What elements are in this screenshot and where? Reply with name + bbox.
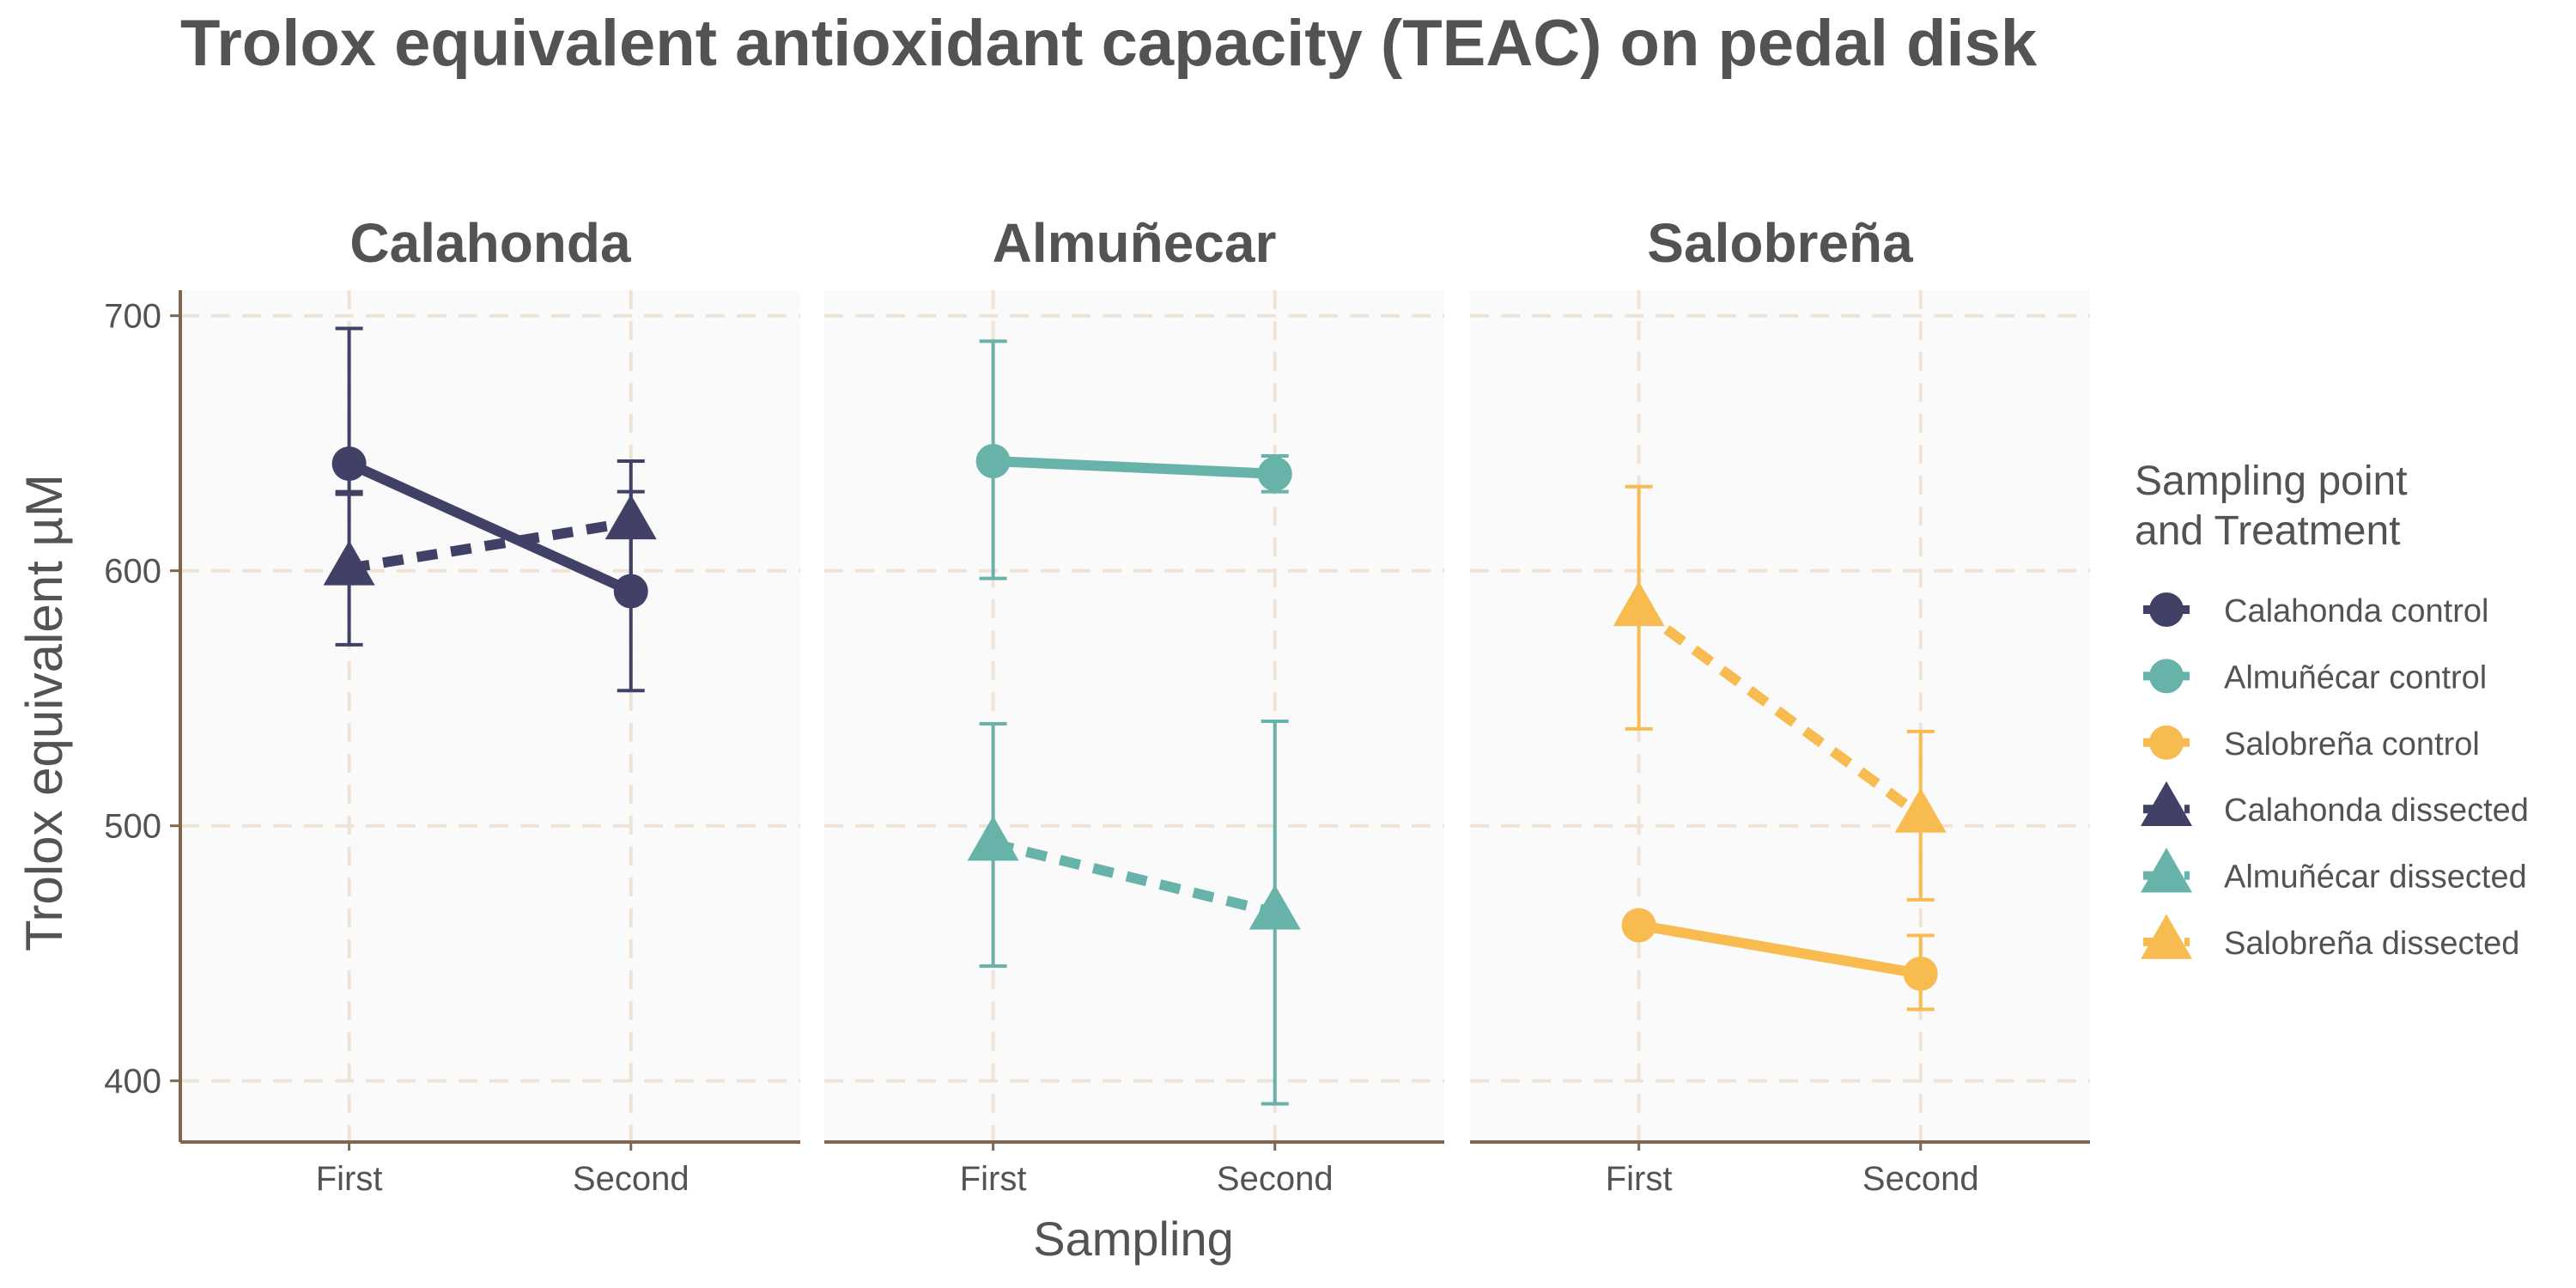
series-line-calahonda-dissected — [348, 517, 632, 574]
facet-title-salobrena: Salobreña — [1647, 212, 1913, 274]
y-tick-label: 600 — [104, 553, 161, 591]
legend-label: Almuñécar control — [2224, 659, 2487, 696]
data-point-calahonda-dissected — [605, 494, 657, 540]
y-axis-title: Trolox equivalent µM — [15, 474, 73, 951]
legend-label: Almuñécar dissected — [2224, 860, 2527, 896]
series-line-almunecar-dissected — [992, 838, 1277, 918]
legend: Sampling point and Treatment Calahonda co… — [2135, 459, 2529, 962]
legend-title: Sampling point — [2135, 459, 2408, 504]
data-point-salobrena-control — [1903, 956, 1938, 991]
legend-key-circle — [2149, 725, 2184, 760]
data-point-salobrena-dissected — [1613, 580, 1665, 627]
x-tick-label: First — [316, 1160, 383, 1198]
panel-background — [180, 290, 800, 1142]
x-tick-label: Second — [1862, 1160, 1979, 1198]
series-line-almunecar-control — [993, 456, 1276, 479]
legend-item-salobrena-control: Salobreña control — [2143, 725, 2480, 762]
facet-title-calahonda: Calahonda — [349, 212, 631, 274]
x-tick-label: First — [1606, 1160, 1673, 1198]
legend-label: Salobreña dissected — [2224, 926, 2519, 962]
legend-label: Calahonda control — [2224, 593, 2488, 629]
legend-key-triangle — [2141, 781, 2192, 827]
facet-title-almunecar: Almuñecar — [993, 212, 1277, 274]
legend-item-calahonda-dissected: Calahonda dissected — [2141, 781, 2529, 829]
facet-salobrena: Salobreña First Second — [1470, 212, 2090, 1198]
data-point-almunecar-control — [1257, 456, 1292, 491]
data-point-calahonda-control — [331, 446, 367, 481]
facet-panels: Calahonda First Second Almuñecar First Second… — [104, 212, 2090, 1198]
x-tick-label: Second — [573, 1160, 690, 1198]
legend-key-circle — [2149, 592, 2184, 627]
legend-label: Calahonda dissected — [2224, 793, 2529, 829]
y-tick-label: 400 — [104, 1063, 161, 1101]
x-tick-label: Second — [1217, 1160, 1334, 1198]
legend-label: Salobreña control — [2224, 726, 2480, 762]
data-point-almunecar-dissected — [1249, 884, 1301, 930]
chart-title: Trolox equivalent antioxidant capacity (… — [180, 7, 2038, 80]
series-line-salobrena-dissected — [1636, 605, 1924, 820]
legend-key-triangle — [2141, 914, 2192, 959]
series-line-salobrena-control — [1637, 920, 1922, 979]
y-tick-label: 500 — [104, 808, 161, 846]
legend-item-salobrena-dissected: Salobreña dissected — [2141, 914, 2519, 962]
legend-item-almunecar-control: Almuñécar control — [2143, 659, 2487, 696]
facet-almunecar: Almuñecar First Second — [824, 212, 1444, 1198]
legend-item-almunecar-dissected: Almuñécar dissected — [2141, 848, 2527, 896]
facet-calahonda: Calahonda First Second — [180, 212, 800, 1198]
data-point-almunecar-dissected — [967, 816, 1019, 861]
data-point-calahonda-dissected — [323, 540, 375, 586]
x-axis-title: Sampling — [1033, 1212, 1233, 1266]
series-line-calahonda-control — [347, 459, 634, 596]
legend-key-circle — [2149, 659, 2184, 694]
legend-item-calahonda-control: Calahonda control — [2143, 592, 2488, 629]
panel-background — [824, 290, 1444, 1142]
data-point-salobrena-control — [1621, 908, 1656, 943]
legend-key-triangle — [2141, 848, 2192, 893]
x-tick-label: First — [960, 1160, 1027, 1198]
data-point-salobrena-dissected — [1894, 787, 1947, 833]
y-tick-label: 700 — [104, 298, 161, 336]
legend-title: and Treatment — [2135, 508, 2401, 554]
data-point-almunecar-control — [975, 443, 1011, 478]
